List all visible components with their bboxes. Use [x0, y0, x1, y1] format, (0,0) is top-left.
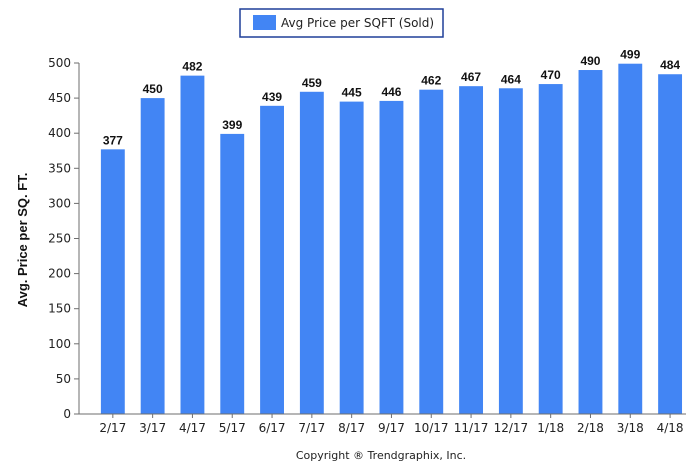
- x-tick-label: 2/17: [99, 421, 126, 435]
- bar: [618, 63, 643, 415]
- data-label: 464: [501, 72, 521, 86]
- data-label: 490: [580, 54, 600, 68]
- data-label: 470: [541, 68, 561, 82]
- y-tick-label: 0: [63, 407, 71, 421]
- legend-swatch: [253, 15, 276, 30]
- y-tick-label: 150: [48, 302, 71, 316]
- y-tick-label: 500: [48, 56, 71, 70]
- x-ticks: 2/17 3/17 4/17 5/17 6/17 7/17 8/17 9/17 10/17 11/…: [99, 414, 684, 435]
- x-tick-label: 10/17: [414, 421, 449, 435]
- bar: [379, 100, 404, 415]
- bar: [339, 101, 364, 415]
- y-axis-title: Avg. Price per SQ. FT.: [15, 173, 30, 308]
- x-tick-label: 3/18: [617, 421, 644, 435]
- data-label: 399: [222, 118, 242, 132]
- data-label: 377: [103, 133, 123, 147]
- bar: [299, 91, 324, 415]
- bar: [498, 88, 523, 414]
- data-label: 445: [342, 86, 362, 100]
- data-labels: 377 450 482 399 439 459 445 446 462 467 464 470 490 4…: [103, 48, 681, 148]
- x-tick-label: 9/17: [378, 421, 405, 435]
- x-tick-label: 2/18: [577, 421, 604, 435]
- legend: Avg Price per SQFT (Sold): [239, 8, 444, 38]
- bar: [658, 74, 683, 415]
- legend-label: Avg Price per SQFT (Sold): [281, 16, 434, 30]
- data-label: 439: [262, 90, 282, 104]
- data-label: 499: [620, 48, 640, 62]
- data-label: 482: [182, 60, 202, 74]
- bar: [578, 70, 603, 415]
- bar: [459, 86, 484, 414]
- y-tick-label: 450: [48, 91, 71, 105]
- x-tick-label: 1/18: [537, 421, 564, 435]
- data-label: 446: [381, 85, 401, 99]
- bar: [220, 133, 245, 415]
- bar: [419, 89, 444, 415]
- x-tick-label: 4/18: [657, 421, 684, 435]
- y-tick-label: 100: [48, 337, 71, 351]
- y-tick-label: 200: [48, 267, 71, 281]
- data-label: 467: [461, 70, 481, 84]
- x-tick-label: 7/17: [298, 421, 325, 435]
- y-tick-label: 350: [48, 161, 71, 175]
- data-label: 450: [143, 82, 163, 96]
- x-tick-label: 4/17: [179, 421, 206, 435]
- y-tick-label: 400: [48, 126, 71, 140]
- x-tick-label: 11/17: [454, 421, 489, 435]
- bar: [260, 105, 284, 415]
- x-tick-label: 8/17: [338, 421, 365, 435]
- y-tick-label: 250: [48, 232, 71, 246]
- x-tick-label: 5/17: [219, 421, 246, 435]
- x-tick-label: 12/17: [494, 421, 529, 435]
- data-label: 484: [660, 58, 680, 72]
- data-label: 462: [421, 74, 441, 88]
- bar: [538, 84, 563, 414]
- bar: [180, 75, 205, 415]
- copyright-text: Copyright ® Trendgraphix, Inc.: [296, 449, 466, 462]
- y-tick-label: 300: [48, 196, 71, 210]
- data-label: 459: [302, 76, 322, 90]
- x-tick-label: 6/17: [259, 421, 286, 435]
- bar: [140, 98, 165, 414]
- x-tick-label: 3/17: [139, 421, 166, 435]
- y-ticks: 0 50 100 150 200 250 300 350 400 450 500: [48, 56, 79, 421]
- y-tick-label: 50: [56, 372, 71, 386]
- bar: [100, 149, 125, 414]
- bars: [100, 63, 683, 415]
